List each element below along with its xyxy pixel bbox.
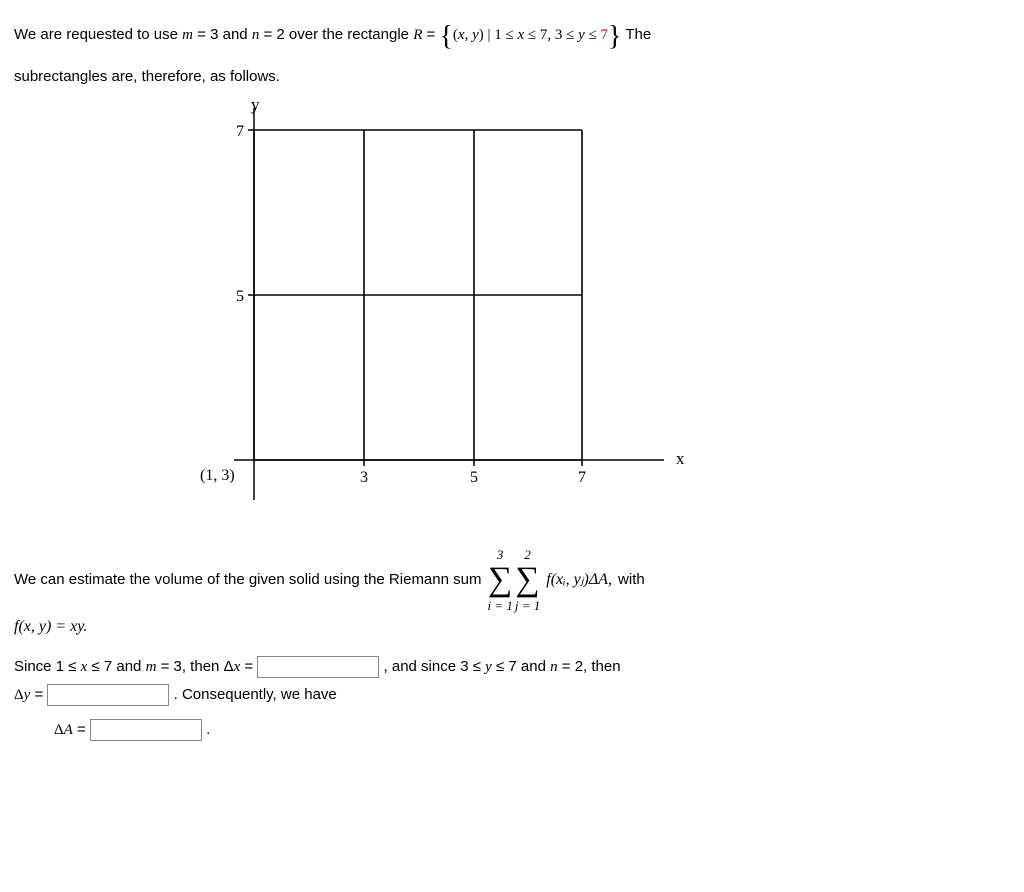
text: We are requested to use	[14, 26, 182, 43]
text: =	[73, 721, 90, 738]
text: .	[206, 721, 210, 738]
text: = 2, then	[558, 658, 621, 675]
xtick-5: 5	[470, 469, 478, 486]
text: = 3 and	[193, 26, 252, 43]
double-sum: 3 ∑ i = 1 2 ∑ j = 1 f(xᵢ, yⱼ)ΔA,	[487, 548, 612, 612]
fxy-def: f(x, y) = xy.	[14, 618, 87, 635]
var-x: x	[458, 27, 465, 43]
brace-right: }	[608, 21, 621, 52]
text: with	[618, 566, 645, 595]
var-R: R	[413, 27, 422, 43]
text: Δ	[54, 722, 64, 738]
sum-bot: i = 1	[487, 599, 512, 612]
text: We can estimate the volume of the given …	[14, 566, 481, 595]
delta-line-3: ΔA = .	[14, 716, 1010, 745]
origin-label: (1, 3)	[200, 467, 235, 484]
summand: f(xᵢ, yⱼ)ΔA,	[546, 565, 612, 595]
text: =	[240, 658, 257, 675]
var-m: m	[146, 659, 157, 675]
text: ) | 1 ≤	[479, 27, 518, 43]
text: = 2 over the rectangle	[259, 26, 413, 43]
sum-bot: j = 1	[515, 599, 540, 612]
text: , and since 3 ≤	[384, 658, 486, 675]
riemann-paragraph: We can estimate the volume of the given …	[14, 548, 1010, 612]
delta-line-1: Since 1 ≤ x ≤ 7 and m = 3, then Δx = , a…	[14, 653, 1010, 682]
delta-y-input[interactable]	[47, 684, 169, 706]
red-seven: 7	[601, 27, 609, 43]
text: The	[622, 26, 652, 43]
text: Since 1 ≤	[14, 658, 81, 675]
sigma-icon: ∑	[515, 563, 539, 597]
y-axis-label: y	[251, 100, 260, 114]
var-y: y	[485, 659, 492, 675]
var-dA: A	[64, 722, 73, 738]
graph-svg: y x 7 5 (1, 3) 3 5 7	[194, 100, 714, 520]
function-def: f(x, y) = xy.	[14, 612, 1010, 642]
intro-paragraph-2: subrectangles are, therefore, as follows…	[14, 63, 1010, 92]
sum-i: 3 ∑ i = 1	[487, 548, 512, 612]
delta-x-input[interactable]	[257, 656, 379, 678]
var-y: y	[472, 27, 479, 43]
text: ≤ 7 and	[87, 658, 145, 675]
text: = 3, then Δ	[156, 658, 233, 675]
brace-left: {	[439, 21, 452, 52]
delta-line-2: Δy = . Consequently, we have	[14, 681, 1010, 710]
var-y: y	[578, 27, 585, 43]
xtick-7: 7	[578, 469, 586, 486]
text: ≤	[585, 27, 601, 43]
text: ≤ 7 and	[492, 658, 550, 675]
text: =	[422, 26, 439, 43]
text: ,	[465, 27, 473, 43]
text: ≤ 7, 3 ≤	[524, 27, 578, 43]
intro-paragraph: We are requested to use m = 3 and n = 2 …	[14, 10, 1010, 63]
text: =	[30, 686, 47, 703]
text: . Consequently, we have	[174, 686, 337, 703]
ytick-7: 7	[236, 123, 244, 140]
text: Δ	[14, 687, 24, 703]
sum-j: 2 ∑ j = 1	[515, 548, 540, 612]
delta-a-input[interactable]	[90, 719, 202, 741]
ytick-5: 5	[236, 288, 244, 305]
sigma-icon: ∑	[488, 563, 512, 597]
subrectangle-graph: y x 7 5 (1, 3) 3 5 7	[194, 100, 1010, 531]
sum-top: 2	[524, 548, 531, 561]
sum-top: 3	[497, 548, 504, 561]
var-m: m	[182, 27, 193, 43]
x-axis-label: x	[676, 449, 685, 468]
var-n: n	[550, 659, 558, 675]
xtick-3: 3	[360, 469, 368, 486]
